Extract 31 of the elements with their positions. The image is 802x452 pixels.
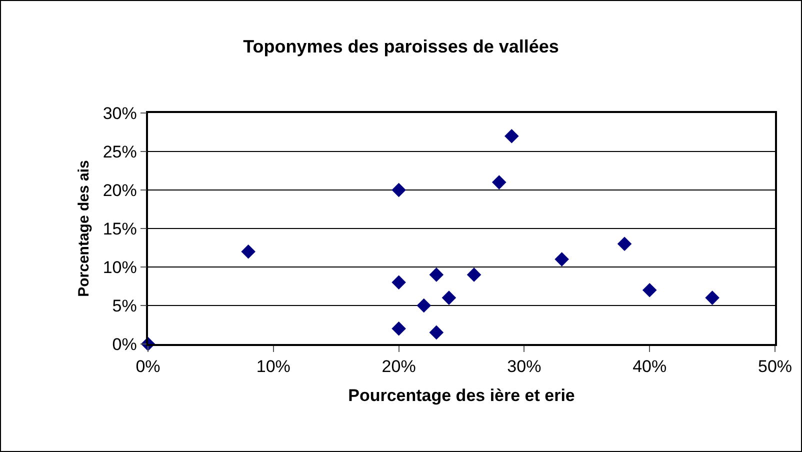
y-tick-label: 5% [112, 296, 137, 316]
x-tick-label: 20% [382, 357, 416, 376]
point [554, 252, 569, 266]
y-tick-label: 25% [102, 142, 137, 162]
y-tick-label: 20% [102, 180, 137, 200]
point [392, 275, 406, 290]
y-tick-label: 15% [102, 219, 137, 238]
x-tick-label: 10% [256, 357, 290, 376]
x-tick-label: 40% [632, 357, 667, 376]
point [392, 321, 406, 336]
x-tick-label: 0% [136, 357, 160, 376]
point [466, 268, 482, 282]
point [504, 128, 519, 144]
point [442, 290, 456, 305]
point [429, 325, 444, 340]
point [392, 182, 406, 198]
y-tick-label: 0% [112, 334, 137, 354]
point [617, 236, 632, 252]
y-tick-label: 10% [102, 258, 137, 277]
y-tick-label: 30% [102, 104, 137, 123]
point [241, 244, 256, 259]
y-axis-title: Porcentage des ais [76, 160, 93, 297]
point [416, 298, 432, 313]
point [429, 268, 444, 282]
point [705, 290, 720, 305]
chart-title: Toponymes des paroisses de vallées [243, 36, 559, 56]
point [642, 282, 657, 298]
point [492, 175, 506, 190]
x-tick-label: 30% [507, 357, 542, 376]
x-tick-label: 50% [758, 357, 792, 376]
x-axis-title: Pourcentage des ière et erie [348, 386, 575, 406]
